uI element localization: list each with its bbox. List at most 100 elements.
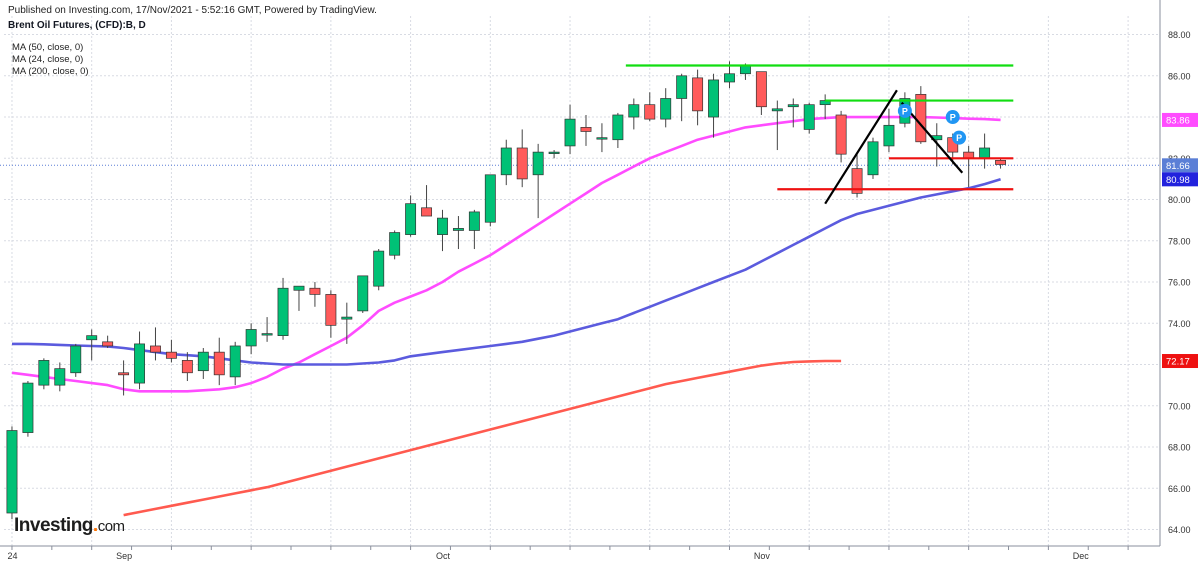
candle-body — [325, 294, 337, 326]
pivot-marker: P — [945, 110, 960, 125]
y-tick-label: 74.00 — [1168, 319, 1191, 329]
candle-up — [405, 195, 417, 237]
legend-ma-200[interactable]: MA (200, close, 0) — [12, 66, 89, 77]
candlesticks — [6, 61, 1007, 520]
candle-body — [580, 127, 592, 132]
pivot-marker: P — [897, 103, 912, 118]
candle-down — [181, 352, 193, 382]
legend-ma-50[interactable]: MA (50, close, 0) — [12, 42, 84, 53]
candle-body — [979, 147, 991, 159]
price-tag: 72.17 — [1162, 354, 1198, 369]
x-tick-label: Oct — [436, 551, 451, 561]
candle-body — [373, 250, 385, 287]
candle-body — [676, 75, 688, 99]
candle-body — [86, 335, 98, 341]
price-tag: 80.98 — [1162, 172, 1198, 187]
candle-up — [803, 102, 815, 134]
candle-body — [516, 147, 528, 180]
candle-up — [883, 108, 895, 153]
candle-up — [771, 100, 783, 151]
candle-body — [500, 147, 512, 176]
candle-up — [261, 317, 273, 342]
candle-down — [835, 110, 847, 163]
symbol-title: Brent Oil Futures, (CFD):B, D — [8, 20, 146, 31]
candle-body — [197, 351, 209, 372]
candle-body — [150, 345, 161, 353]
candle-body — [70, 345, 82, 374]
candle-down — [309, 282, 321, 307]
pivot-markers: PPP — [897, 103, 967, 145]
candle-body — [181, 360, 193, 374]
candle-down — [963, 145, 975, 188]
candle-body — [118, 372, 130, 376]
candle-body — [468, 211, 480, 231]
candle-body — [628, 104, 640, 118]
candle-up — [708, 73, 719, 138]
candle-body — [165, 351, 177, 359]
candle-body — [229, 345, 241, 378]
y-tick-label: 70.00 — [1168, 401, 1191, 411]
candle-body — [851, 168, 863, 194]
trendlines — [824, 89, 964, 205]
candle-body — [38, 360, 50, 386]
candle-down — [213, 337, 225, 386]
logo-suffix: com — [97, 518, 125, 535]
candle-body — [835, 114, 847, 155]
candle-body — [564, 118, 576, 147]
candle-up — [6, 426, 18, 520]
y-tick-label: 78.00 — [1168, 236, 1191, 246]
candle-body — [437, 217, 448, 235]
candle-body — [261, 333, 273, 336]
candle-body — [54, 368, 66, 386]
candle-body — [389, 232, 401, 256]
gridlines — [0, 16, 1160, 546]
candle-up — [341, 302, 353, 344]
candle-up — [54, 362, 66, 392]
candle-body — [484, 174, 496, 223]
candle-body — [6, 430, 18, 514]
price-tag: 81.66 — [1162, 158, 1198, 173]
candle-down — [692, 69, 704, 126]
candle-down — [644, 92, 656, 122]
candle-up — [564, 104, 576, 155]
candle-body — [803, 104, 815, 130]
x-tick-label: Dec — [1073, 551, 1090, 561]
candle-down — [995, 158, 1007, 169]
candle-up — [277, 277, 289, 340]
pivot-label: P — [902, 106, 908, 116]
candle-body — [452, 228, 464, 231]
published-caption: Published on Investing.com, 17/Nov/2021 … — [8, 5, 377, 16]
candle-body — [341, 316, 353, 320]
candle-up — [819, 94, 831, 120]
candle-down — [150, 327, 161, 361]
candle-up — [197, 348, 209, 379]
y-tick-label: 68.00 — [1168, 443, 1191, 453]
legend-ma-24[interactable]: MA (24, close, 0) — [12, 54, 84, 65]
candle-down — [580, 114, 592, 146]
investing-logo: Investing.com — [14, 515, 125, 537]
candle-down — [118, 360, 130, 396]
candle-body — [724, 73, 735, 83]
candle-up — [660, 88, 672, 128]
price-axis-labels: 83.86 81.66 80.98 72.17 — [1162, 112, 1198, 369]
candle-up — [389, 230, 401, 260]
y-tick-label: 88.00 — [1168, 30, 1191, 40]
candle-up — [245, 323, 257, 355]
candle-up — [134, 331, 145, 390]
price-tag-box — [1162, 354, 1198, 369]
price-tag-label: 80.98 — [1166, 175, 1190, 186]
y-tick-label: 66.00 — [1168, 484, 1191, 494]
candle-up — [500, 139, 512, 186]
candle-up — [70, 343, 82, 377]
trendline — [824, 89, 898, 205]
pivot-label: P — [956, 133, 962, 143]
candle-body — [405, 203, 417, 235]
candle-up — [612, 112, 624, 148]
candle-body — [739, 65, 751, 75]
candle-up — [628, 98, 640, 130]
candle-down — [915, 86, 927, 144]
candle-body — [692, 77, 704, 112]
candle-up — [373, 249, 385, 291]
